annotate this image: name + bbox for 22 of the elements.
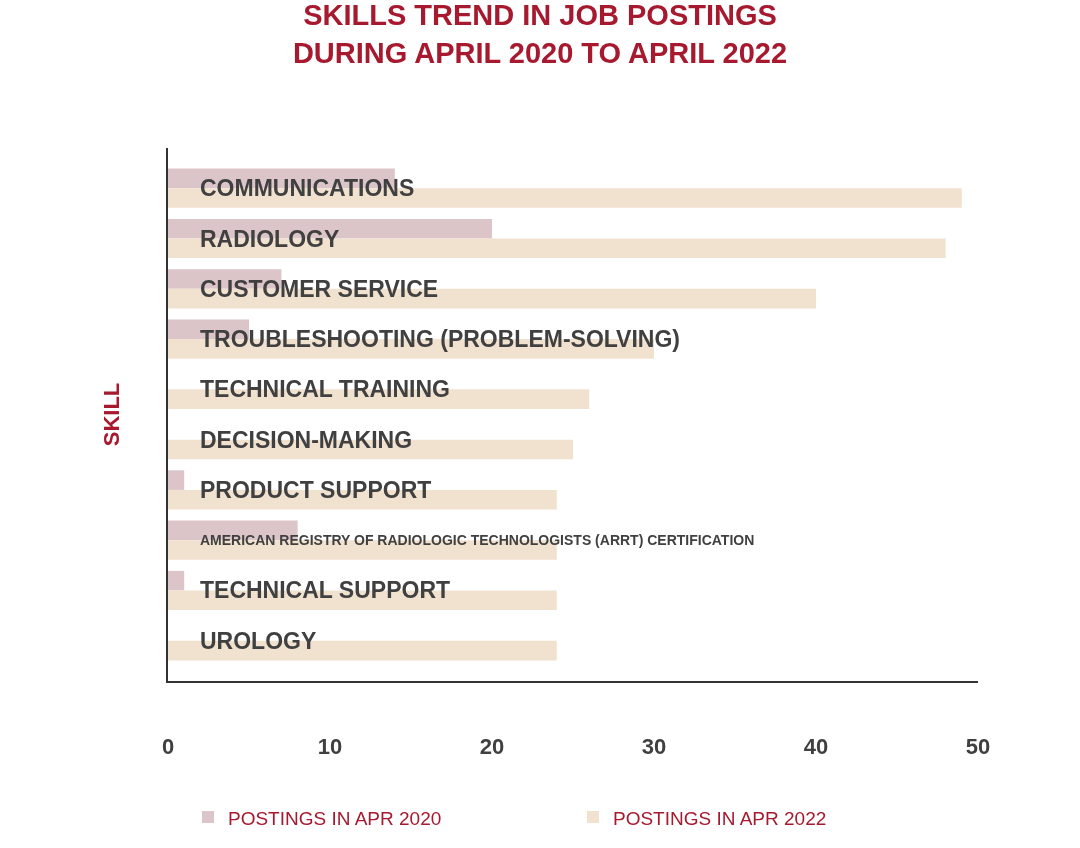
x-tick-label: 30 bbox=[641, 734, 667, 760]
legend-label: POSTINGS IN APR 2020 bbox=[228, 807, 442, 829]
y-tick-label: TECHNICAL TRAINING bbox=[200, 376, 451, 402]
bar bbox=[168, 470, 185, 490]
y-tick-label: PRODUCT SUPPORT bbox=[200, 477, 432, 503]
y-tick-label: COMMUNICATIONS bbox=[200, 175, 415, 201]
x-tick-label: 0 bbox=[161, 734, 175, 760]
chart-title: SKILLS TREND IN JOB POSTINGS DURING APRIL 2020 TO APRIL 2022 bbox=[292, 0, 788, 70]
y-tick-label: DECISION-MAKING bbox=[200, 427, 413, 453]
legend-label: POSTINGS IN APR 2022 bbox=[613, 807, 827, 829]
x-tick-label: 20 bbox=[479, 734, 505, 760]
y-tick-label: TROUBLESHOOTING (PROBLEM-SOLVING) bbox=[200, 326, 681, 352]
y-tick-label: UROLOGY bbox=[200, 628, 317, 654]
y-tick-label: AMERICAN REGISTRY OF RADIOLOGIC TECHNOLOGISTS (ARRT) CERTIFICATION bbox=[200, 532, 755, 548]
x-tick-label: 10 bbox=[317, 734, 343, 760]
x-tick-label: 50 bbox=[965, 734, 991, 760]
x-tick-label: 40 bbox=[803, 734, 829, 760]
y-tick-label: TECHNICAL SUPPORT bbox=[200, 577, 451, 603]
y-tick-label: CUSTOMER SERVICE bbox=[200, 276, 439, 302]
y-axis-title: SKILL bbox=[99, 382, 125, 447]
y-tick-label: RADIOLOGY bbox=[200, 226, 340, 252]
bar bbox=[168, 570, 185, 591]
